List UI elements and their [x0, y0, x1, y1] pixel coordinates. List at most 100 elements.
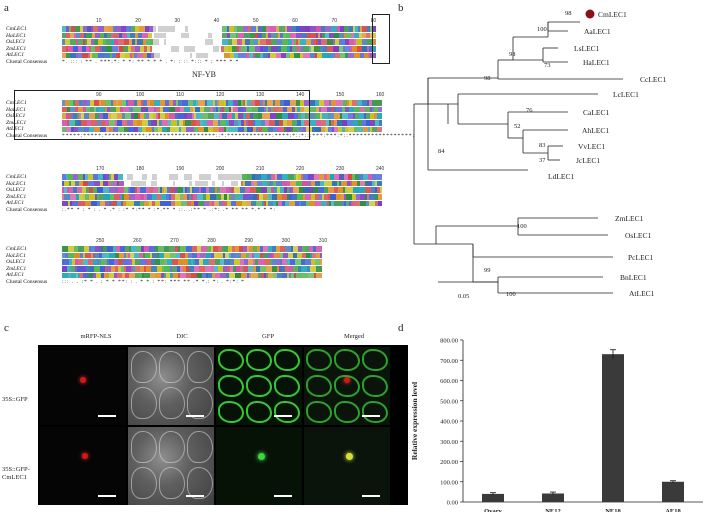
col-header-merged: Merged — [343, 333, 365, 340]
alignment-row: OsLEC1 — [6, 113, 382, 119]
bar-ae18 — [662, 481, 684, 502]
tree-leaf-label: LcLEC1 — [613, 90, 639, 99]
domain-label: NF-YB — [192, 70, 217, 79]
ruler-tick: 220 — [296, 166, 305, 172]
micrograph-scale-bar — [186, 415, 204, 417]
consensus-symbols: :.** * : * : . * .* : :* *:** * :*.** * … — [62, 207, 276, 214]
tree-leaf-label: CcLEC1 — [640, 75, 666, 84]
x-tick-label: NE18 — [605, 508, 621, 512]
ruler-tick: 20 — [135, 18, 141, 24]
ruler-tick: 210 — [256, 166, 265, 172]
ruler-tick: 190 — [176, 166, 185, 172]
dic-cell-outline — [187, 351, 213, 383]
y-tick-label: 800.00 — [440, 338, 458, 345]
consensus-row: Clustal Consensus *. ::: : ** . ***:*: *… — [6, 59, 376, 65]
y-tick-label: 400.00 — [440, 419, 458, 426]
expression-bar-chart: 0.00 100.00 200.00 300.00 400.00 500.00 600.00… — [410, 338, 703, 512]
micrograph-scale-bar — [274, 495, 292, 497]
consensus-symbols: *****:*****:***********:****************… — [62, 133, 416, 140]
consensus-row: Clustal Consensus :.** * : * : . * .* : … — [6, 207, 382, 213]
residue-bar — [62, 32, 377, 39]
alignment-row: ZmLEC1 — [6, 120, 382, 126]
micrograph-gfp-row1 — [216, 347, 302, 425]
gfp-cell-outline — [246, 375, 272, 397]
col-header-gfp: GFP — [262, 333, 274, 340]
residue-bar — [62, 39, 376, 45]
gfp-cell-outline — [362, 375, 388, 397]
bootstrap-value: 100 — [537, 26, 547, 33]
ruler-tick: 80 — [370, 18, 377, 24]
gfp-cell-outline — [334, 349, 360, 371]
sequence-name: HaLEC1 — [6, 252, 26, 259]
ruler-tick: 200 — [216, 166, 225, 172]
bar-ovary — [482, 493, 504, 502]
alignment-row: OsLEC1 — [6, 187, 382, 193]
bootstrap-value: 83 — [539, 142, 546, 149]
ruler-tick: 50 — [253, 18, 259, 24]
alignment-row: AtLEC1 — [6, 126, 382, 132]
y-tick-label: 500.00 — [440, 398, 458, 405]
alignment-row: CmLEC1 — [6, 174, 382, 180]
gfp-cell-outline — [274, 401, 300, 423]
sequence-name: OsLEC1 — [6, 113, 26, 120]
bootstrap-value: 99 — [484, 267, 491, 274]
bar-ne18 — [602, 354, 624, 502]
tree-leaf-label: AtLEC1 — [629, 289, 655, 298]
alignment-row: HaLEC1 — [6, 252, 323, 259]
bootstrap-value: 100 — [506, 291, 516, 298]
x-tick-label: AE18 — [665, 508, 681, 512]
panel-letter-c: c — [4, 322, 9, 334]
sequence-alignment: 10 20 30 40 50 60 70 80 CmLEC1 HaLEC1 OsLEC1 ZmLEC1… — [6, 10, 416, 310]
residue-bar — [62, 52, 377, 59]
bootstrap-value: 98 — [565, 10, 572, 17]
nucleus-spot — [80, 377, 86, 383]
sequence-name: CmLEC1 — [6, 174, 27, 180]
alignment-row: AtLEC1 — [6, 200, 383, 206]
residue-bar — [62, 180, 382, 187]
gfp-cell-outline — [306, 401, 332, 423]
gfp-cell-outline — [306, 375, 332, 397]
residue-bar — [62, 194, 382, 200]
residue-bar — [62, 106, 383, 113]
residue-bar — [62, 46, 377, 52]
ruler-tick: 170 — [96, 166, 105, 172]
alignment-row: HaLEC1 — [6, 106, 383, 113]
sequence-name: HaLEC1 — [6, 180, 26, 187]
alignment-row: HaLEC1 — [6, 181, 382, 187]
bootstrap-value: 76 — [526, 107, 533, 114]
sequence-name: ZmLEC1 — [6, 265, 27, 272]
sequence-name: OsLEC1 — [6, 259, 26, 266]
residue-bar — [62, 272, 323, 279]
panel-letter-d: d — [398, 322, 404, 334]
dic-cell-outline — [187, 387, 213, 419]
alignment-row: ZmLEC1 — [6, 266, 322, 272]
sequence-name: OsLEC1 — [6, 39, 26, 46]
x-tick-label: NE12 — [545, 508, 561, 512]
ruler-tick: 300 — [281, 238, 291, 244]
alignment-row: CmLEC1 — [6, 26, 376, 32]
alignment-row: HaLEC1 — [6, 32, 377, 39]
ruler-tick: 90 — [96, 92, 102, 98]
residue-bar — [62, 259, 323, 265]
row-label-gfp: 35S::GFP — [2, 396, 28, 403]
sequence-name: AtLEC1 — [6, 52, 25, 59]
dic-cell-outline — [131, 387, 157, 419]
ruler-tick: 120 — [216, 92, 225, 98]
highlight-marker — [585, 9, 595, 19]
bootstrap-value: 52 — [514, 123, 521, 130]
nfyb-domain-box — [14, 90, 310, 140]
residue-bar — [62, 174, 382, 180]
tree-leaf-label: VvLEC1 — [578, 142, 605, 151]
micrograph-scale-bar — [98, 415, 116, 417]
ruler-tick: 260 — [133, 238, 142, 244]
gfp-cell-outline — [218, 349, 244, 371]
consensus-row: Clustal Consensus::: . . :* * . : * * **… — [6, 279, 322, 285]
bootstrap-value: 37 — [539, 157, 546, 164]
tree-leaf-label: LsLEC1 — [574, 44, 600, 53]
alignment-row: CmLEC1 — [6, 246, 322, 252]
ruler-tick: 290 — [244, 238, 253, 244]
row-label-gfp-cmlec1: 35S::GFP-CmLEC1 — [2, 466, 30, 481]
micrograph-scale-bar — [274, 415, 292, 417]
ruler-tick: 150 — [336, 92, 345, 98]
bootstrap-value: 84 — [438, 148, 445, 155]
